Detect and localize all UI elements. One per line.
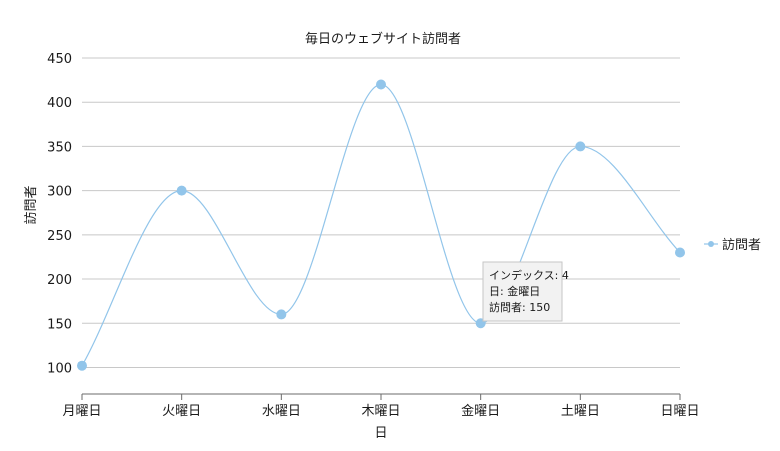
data-point[interactable]: [575, 141, 586, 152]
data-point[interactable]: [77, 360, 87, 371]
y-axis-title: 訪問者: [23, 185, 39, 224]
tooltip-index-line: インデックス: 4: [489, 268, 569, 282]
gridlines: [82, 57, 680, 368]
x-tick-label: 火曜日: [162, 404, 201, 419]
data-point[interactable]: [176, 185, 187, 196]
x-tick-label: 土曜日: [561, 404, 600, 419]
tooltip-box: [482, 261, 563, 322]
y-tick-label: 300: [47, 185, 72, 200]
legend-label: 訪問者: [722, 237, 761, 253]
y-tick-label: 400: [47, 96, 72, 111]
tooltip-day-line: 日: 金曜日: [489, 284, 540, 298]
axes: 100 150 200 250 300 350 400 450 月曜日 火曜日 水曜日 木曜日 金曜日 土…: [47, 52, 699, 419]
data-tooltip: インデックス: 4 日: 金曜日 訪問者: 150: [482, 261, 569, 322]
x-tick-label: 金曜日: [461, 403, 500, 419]
y-tick-label: 100: [47, 361, 72, 376]
x-axis-title: 日: [374, 426, 387, 441]
data-point[interactable]: [376, 79, 386, 90]
legend-marker: [708, 241, 714, 247]
tooltip-value-line: 訪問者: 150: [489, 300, 550, 314]
series-layer: [77, 79, 685, 371]
y-tick-label: 350: [47, 140, 72, 155]
legend[interactable]: 訪問者: [704, 237, 761, 253]
x-tick-label: 水曜日: [262, 404, 301, 419]
y-tick-label: 450: [47, 52, 72, 67]
y-tick-label: 150: [47, 317, 72, 332]
chart-title: 毎日のウェブサイト訪問者: [305, 31, 461, 47]
data-point[interactable]: [675, 247, 685, 258]
y-tick-label: 200: [47, 273, 72, 288]
data-point[interactable]: [276, 309, 287, 320]
y-tick-label: 250: [47, 229, 72, 244]
x-tick-label: 木曜日: [361, 404, 400, 419]
x-tick-label: 日曜日: [660, 404, 699, 419]
x-tick-label: 月曜日: [62, 404, 101, 419]
